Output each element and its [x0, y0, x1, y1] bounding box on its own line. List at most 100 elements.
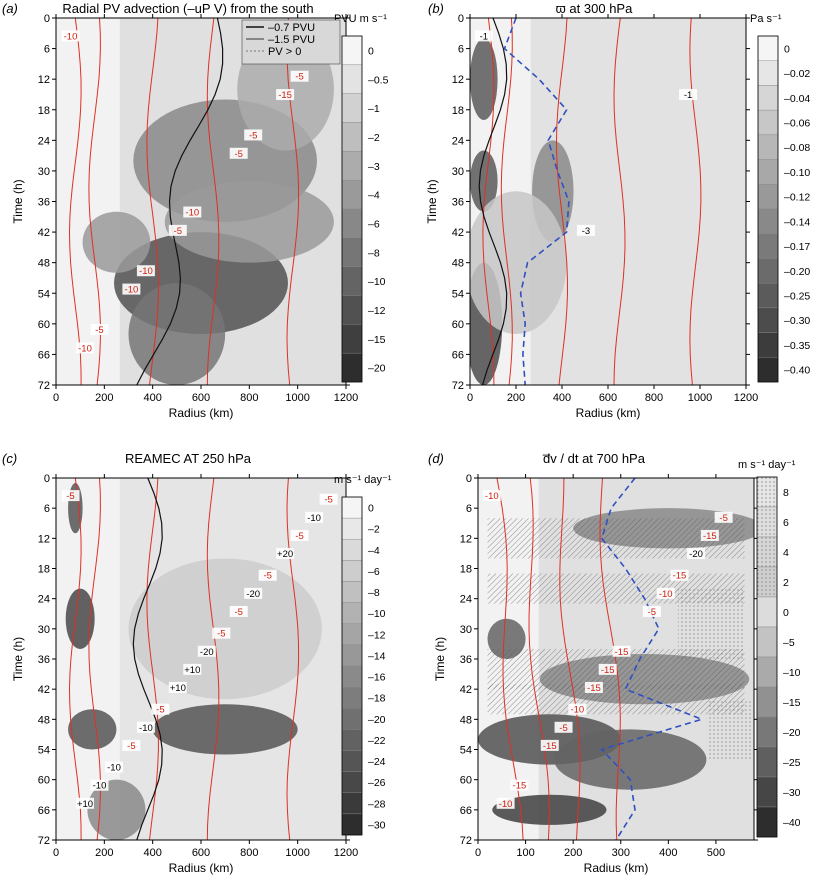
- shading-blob: [65, 588, 95, 649]
- colorbar-cell: [757, 134, 779, 160]
- contour-label: -5: [229, 147, 248, 160]
- contour-label-text: -15: [587, 683, 601, 694]
- colorbar-cell: [341, 581, 363, 603]
- colorbar-frame: [341, 496, 363, 836]
- contour-label-text: -5: [66, 491, 74, 502]
- shading-blob: [152, 704, 298, 755]
- contour-label-bg: [290, 529, 309, 541]
- x-tick-label: 600: [192, 392, 210, 404]
- x-tick-label: 0: [53, 847, 59, 859]
- x-tick-label: 200: [564, 847, 582, 859]
- shading-blob: [470, 150, 498, 212]
- red-contour-line: [68, 18, 82, 385]
- x-tick-label: 1000: [285, 847, 309, 859]
- contour-label-text: -20: [689, 549, 703, 560]
- contour-label-bg: [90, 323, 109, 335]
- colorbar-tick-label: 0: [368, 45, 374, 57]
- shading-blob: [164, 181, 334, 263]
- contour-label-bg: [679, 89, 698, 101]
- y-tick-label: 12: [452, 74, 464, 86]
- contour-label: -10: [656, 587, 675, 600]
- contour-label-bg: [136, 265, 155, 277]
- contour-label-text: -5: [156, 705, 164, 716]
- contour-label-text: -15: [703, 531, 717, 542]
- colorbar-tick-label: –0.08: [784, 142, 810, 154]
- contour-label-bg: [136, 721, 155, 733]
- x-axis-label: Radius (km): [576, 406, 641, 420]
- contour-label: -10: [568, 703, 587, 716]
- x-tick-label: 200: [95, 392, 113, 404]
- colorbar-tick-label: 0: [784, 43, 790, 55]
- y-tick-label: 6: [466, 503, 472, 515]
- panel-title: Radial PV advection (–uP V) from the sou…: [62, 1, 313, 16]
- contour-label: -10: [136, 265, 155, 277]
- colorbar-tick-label: –20: [783, 727, 801, 739]
- contour-label-bg: [61, 490, 80, 502]
- contour-label-text: -5: [263, 571, 271, 582]
- colorbar-cell: [757, 332, 779, 358]
- y-tick-label: 72: [452, 380, 464, 392]
- x-tick-label: 0: [467, 392, 473, 404]
- black-contour-line: [478, 18, 508, 385]
- contour-label-bg: [305, 511, 324, 523]
- x-tick-label: 800: [240, 392, 258, 404]
- colorbar-tick-label: 8: [783, 487, 789, 499]
- shading-blob: [87, 779, 146, 840]
- panel-c: -5+10+20-5-5+10+10-5-10-20-10-20-10-5-5-…: [2, 451, 392, 875]
- colorbar-tick-label: –0.25: [784, 291, 810, 303]
- contour-label-text: -15: [278, 90, 292, 101]
- contour-label: -15: [700, 529, 719, 542]
- y-tick-label: 0: [44, 13, 50, 25]
- contour-label-text: -10: [78, 343, 92, 354]
- colorbar-cell: [756, 686, 778, 718]
- contour-label-text: -5: [234, 607, 242, 618]
- colorbar-cell: [341, 352, 363, 383]
- contour-label-text: -5: [295, 72, 303, 83]
- panel-title: ϖ at 300 hPa: [556, 1, 633, 16]
- legend-label: –0.7 PVU: [268, 22, 315, 34]
- panel-d: -10-15-20-15-5-10-15-15-5-10-15-15-5-10-…: [428, 451, 801, 875]
- y-tick-label: 72: [38, 835, 50, 847]
- y-tick-label: 30: [38, 624, 50, 636]
- y-tick-label: 12: [38, 533, 50, 545]
- colorbar-tick-label: –12: [368, 305, 386, 317]
- contour-label-bg: [183, 206, 202, 218]
- y-tick-label: 18: [38, 564, 50, 576]
- contour-label: -5: [290, 529, 309, 542]
- y-tick-label: 36: [452, 197, 464, 209]
- y-tick-label: 48: [38, 714, 50, 726]
- red-contour-line: [482, 18, 495, 385]
- x-axis-label: Radius (km): [584, 861, 649, 875]
- x-tick-label: 1000: [285, 392, 309, 404]
- contour-label: -20: [197, 645, 216, 658]
- contour-label: -10: [105, 761, 123, 774]
- colorbar-tick-label: –0.10: [784, 167, 810, 179]
- contour-label-text: -5: [249, 130, 257, 141]
- colorbar-cell: [341, 708, 363, 730]
- shading-blob: [554, 729, 707, 790]
- contour-label: -3: [576, 224, 595, 237]
- shaded-field: -1 -3 -1: [470, 18, 746, 385]
- contour-label: -20: [687, 548, 706, 560]
- contour-label: -5: [714, 511, 733, 524]
- colorbar-tick-label: –0.17: [784, 241, 810, 253]
- y-tick-label: 54: [460, 745, 472, 757]
- colorbar-cell: [756, 746, 778, 778]
- contour-label-text: -5: [217, 629, 225, 640]
- colorbar-tick-label: 0: [783, 607, 789, 619]
- y-tick-label: 42: [452, 227, 464, 239]
- contour-label-text: -10: [499, 799, 513, 810]
- colorbar-cell: [341, 813, 363, 836]
- contour-label-bg: [496, 797, 515, 809]
- y-tick-label: 0: [458, 13, 464, 25]
- contour-label-text: -10: [139, 723, 153, 734]
- red-contour-line: [689, 18, 702, 385]
- x-tick-label: 600: [599, 392, 617, 404]
- y-tick-label: 54: [38, 745, 50, 757]
- contour-label: -10: [496, 797, 515, 810]
- contour-label: -15: [612, 645, 631, 658]
- colorbar-cell: [756, 656, 778, 688]
- contour-label-text: -5: [174, 226, 182, 237]
- contour-label-text: +20: [277, 549, 293, 560]
- x-tick-label: 0: [475, 847, 481, 859]
